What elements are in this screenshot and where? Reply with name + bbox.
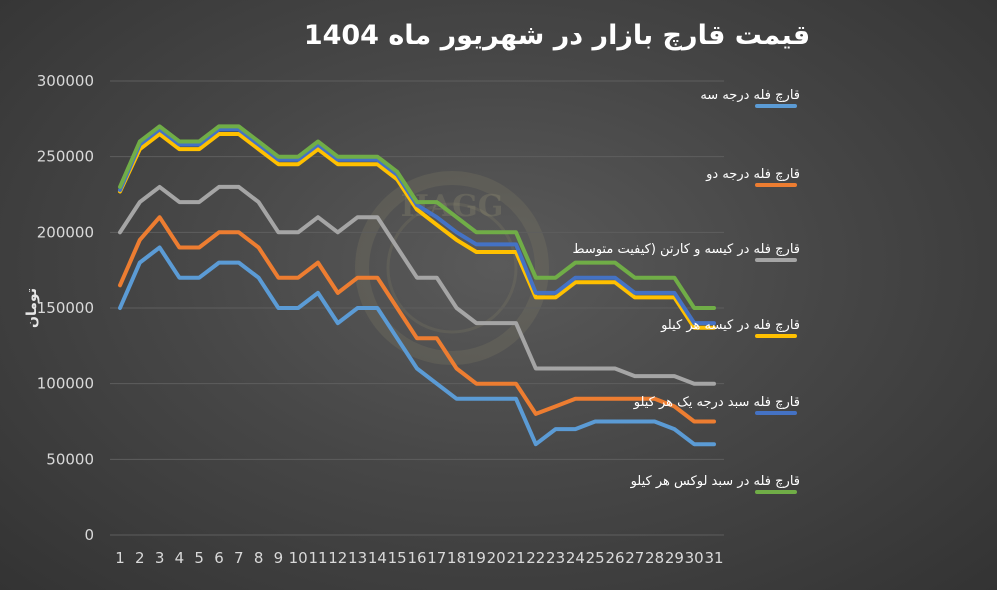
x-tick-label: 28 <box>645 549 664 567</box>
y-tick-label: 300000 <box>37 72 94 90</box>
legend-entry-5: قارچ فله سبد درجه یک هر کیلو <box>633 395 800 415</box>
x-tick-label: 2 <box>135 549 145 567</box>
x-tick-label: 4 <box>175 549 185 567</box>
x-axis-ticks: 1 2 3 4 5 6 7 8 9 10 11 12 13 14 15 16 17 18 19 20 21 22 23 24 2… <box>115 549 723 567</box>
x-tick-label: 20 <box>487 549 506 567</box>
legend-entry-6: قارچ فله در سبد لوکس هر کیلو <box>630 474 800 494</box>
x-tick-label: 21 <box>506 549 525 567</box>
y-axis-ticks: 0 50000 100000 150000 200000 250000 300000 <box>37 72 94 544</box>
y-tick-label: 150000 <box>37 299 94 317</box>
x-tick-label: 27 <box>625 549 644 567</box>
x-tick-label: 22 <box>526 549 545 567</box>
x-tick-label: 19 <box>467 549 486 567</box>
legend-label: قارچ فله درجه دو <box>705 167 800 182</box>
legend-label: قارچ فله در کیسه هر کیلو <box>660 318 800 333</box>
x-tick-label: 1 <box>115 549 125 567</box>
legend-label: قارچ فله سبد درجه یک هر کیلو <box>633 395 800 410</box>
x-tick-label: 23 <box>546 549 565 567</box>
x-tick-label: 29 <box>665 549 684 567</box>
x-tick-label: 5 <box>194 549 204 567</box>
legend-entry-3: قارچ فله در کیسه و کارتن (کیفیت متوسط <box>572 242 800 262</box>
y-tick-label: 0 <box>84 526 94 544</box>
gridlines <box>110 80 724 536</box>
x-tick-label: 15 <box>388 549 407 567</box>
y-tick-label: 50000 <box>46 450 94 468</box>
x-tick-label: 12 <box>328 549 347 567</box>
series-line-5 <box>118 127 716 326</box>
chart-title: قیمت قارچ بازار در شهریور ماه 1404 <box>304 20 810 51</box>
y-tick-label: 200000 <box>37 223 94 241</box>
legend-entry-1: قارچ فله درجه سه <box>700 88 800 108</box>
x-tick-label: 17 <box>427 549 446 567</box>
legend-label: قارچ فله در سبد لوکس هر کیلو <box>630 474 800 489</box>
legend-entry-4: قارچ فله در کیسه هر کیلو <box>660 318 800 338</box>
legend-entry-2: قارچ فله درجه دو <box>705 167 800 187</box>
series-line-6 <box>118 124 716 310</box>
x-tick-label: 9 <box>274 549 284 567</box>
x-tick-label: 7 <box>234 549 244 567</box>
series-lines <box>118 124 716 447</box>
legend-label: قارچ فله در کیسه و کارتن (کیفیت متوسط <box>572 242 800 257</box>
series-line-2 <box>118 215 716 424</box>
watermark-logo: HAGG <box>355 171 549 365</box>
y-axis-label: تومان <box>24 288 40 328</box>
series-line-3 <box>118 184 716 386</box>
series-line-4 <box>118 132 716 330</box>
x-tick-label: 16 <box>407 549 426 567</box>
x-tick-label: 11 <box>308 549 327 567</box>
x-tick-label: 18 <box>447 549 466 567</box>
x-tick-label: 13 <box>348 549 367 567</box>
x-tick-label: 10 <box>289 549 308 567</box>
x-tick-label: 26 <box>605 549 624 567</box>
x-tick-label: 25 <box>586 549 605 567</box>
x-tick-label: 24 <box>566 549 585 567</box>
legend-label: قارچ فله درجه سه <box>700 88 800 103</box>
legend: قارچ فله درجه سه قارچ فله درجه دو قارچ فله… <box>572 88 800 494</box>
x-tick-label: 8 <box>254 549 264 567</box>
x-tick-label: 3 <box>155 549 165 567</box>
x-tick-label: 6 <box>214 549 224 567</box>
y-tick-label: 100000 <box>37 375 94 393</box>
x-tick-label: 31 <box>704 549 723 567</box>
x-tick-label: 14 <box>368 549 387 567</box>
series-line-1 <box>118 245 716 447</box>
x-tick-label: 30 <box>685 549 704 567</box>
y-tick-label: 250000 <box>37 148 94 166</box>
